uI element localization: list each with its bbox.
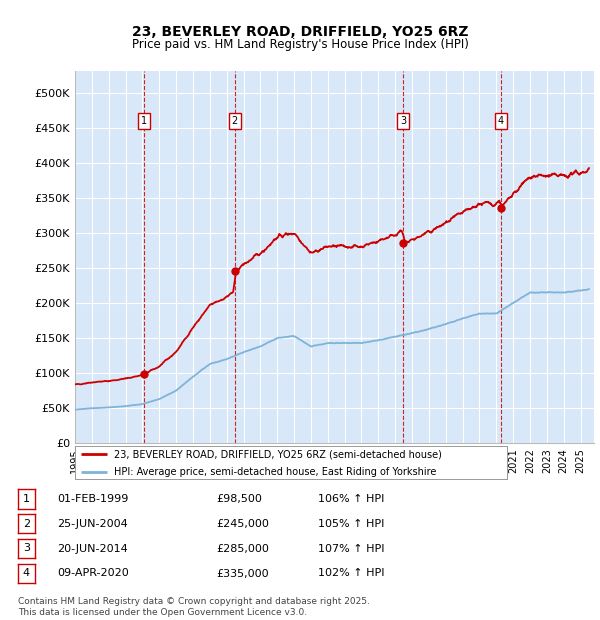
Text: 107% ↑ HPI: 107% ↑ HPI (318, 544, 385, 554)
Text: 106% ↑ HPI: 106% ↑ HPI (318, 494, 385, 504)
Text: 01-FEB-1999: 01-FEB-1999 (57, 494, 128, 504)
Text: 4: 4 (23, 569, 30, 578)
Text: 2: 2 (23, 519, 30, 529)
Text: 102% ↑ HPI: 102% ↑ HPI (318, 569, 385, 578)
Text: 09-APR-2020: 09-APR-2020 (57, 569, 129, 578)
Text: 23, BEVERLEY ROAD, DRIFFIELD, YO25 6RZ: 23, BEVERLEY ROAD, DRIFFIELD, YO25 6RZ (132, 25, 468, 39)
Text: 3: 3 (400, 116, 406, 126)
Text: £285,000: £285,000 (216, 544, 269, 554)
Text: £98,500: £98,500 (216, 494, 262, 504)
Text: £245,000: £245,000 (216, 519, 269, 529)
Text: Contains HM Land Registry data © Crown copyright and database right 2025.
This d: Contains HM Land Registry data © Crown c… (18, 598, 370, 617)
Text: Price paid vs. HM Land Registry's House Price Index (HPI): Price paid vs. HM Land Registry's House … (131, 38, 469, 51)
Text: 1: 1 (140, 116, 147, 126)
Text: £335,000: £335,000 (216, 569, 269, 578)
Text: 25-JUN-2004: 25-JUN-2004 (57, 519, 128, 529)
Text: 3: 3 (23, 544, 30, 554)
Text: 20-JUN-2014: 20-JUN-2014 (57, 544, 128, 554)
Text: 4: 4 (498, 116, 504, 126)
Text: 2: 2 (232, 116, 238, 126)
Text: 23, BEVERLEY ROAD, DRIFFIELD, YO25 6RZ (semi-detached house): 23, BEVERLEY ROAD, DRIFFIELD, YO25 6RZ (… (114, 450, 442, 459)
Text: HPI: Average price, semi-detached house, East Riding of Yorkshire: HPI: Average price, semi-detached house,… (114, 466, 436, 477)
Text: 1: 1 (23, 494, 30, 504)
Text: 105% ↑ HPI: 105% ↑ HPI (318, 519, 385, 529)
